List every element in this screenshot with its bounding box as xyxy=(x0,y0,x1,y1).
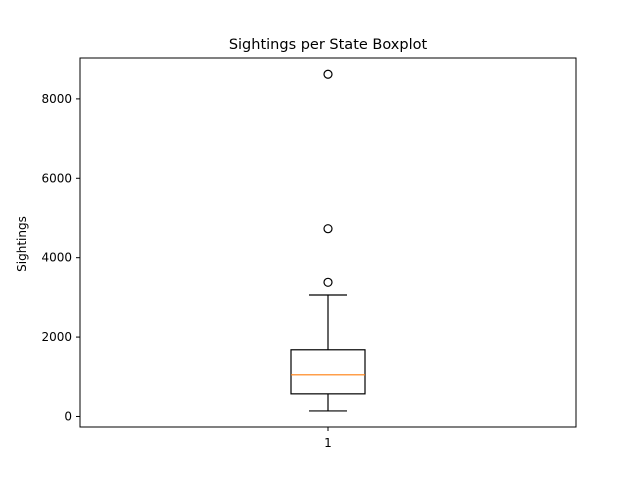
iqr-box xyxy=(290,349,366,395)
outlier-point xyxy=(323,224,333,234)
y-tick-label: 8000 xyxy=(41,92,72,106)
y-tick-label: 2000 xyxy=(41,330,72,344)
chart-title: Sightings per State Boxplot xyxy=(229,37,428,53)
x-tick-label: 1 xyxy=(324,436,332,450)
outlier-point xyxy=(323,277,333,287)
y-tick-label: 0 xyxy=(64,409,72,423)
outlier-point xyxy=(323,69,333,79)
y-axis-label: Sightings xyxy=(15,216,29,272)
plot-area: 0 2000 4000 6000 8000 1 xyxy=(41,69,366,450)
axes-frame xyxy=(79,57,577,428)
y-tick-label: 4000 xyxy=(41,251,72,265)
y-tick-label: 6000 xyxy=(41,171,72,185)
